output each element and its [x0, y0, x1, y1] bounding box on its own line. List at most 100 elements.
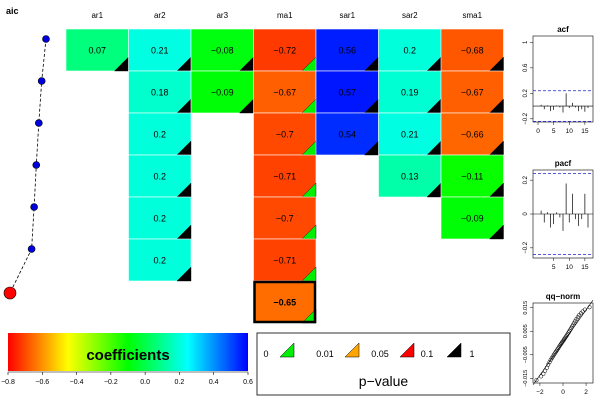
qq-point [587, 305, 592, 310]
selected-model-border [253, 280, 317, 324]
colorbar-tick-label: −0.2 [104, 379, 118, 386]
pvalue-legend-box [256, 332, 511, 396]
cell-value-label: 0.57 [338, 88, 356, 98]
pvalue-legend-triangle [279, 342, 295, 358]
colorbar-tick-label: 0.0 [140, 379, 150, 386]
pvalue-break-label: 0 [263, 349, 268, 359]
heatmap-cell [128, 70, 192, 114]
cell-value-label: 0.2 [153, 172, 166, 182]
xtick-label: 0 [561, 389, 565, 396]
cell-value-label: 0.54 [338, 130, 356, 140]
pvalue-legend-triangle [446, 342, 462, 358]
heatmap-cell [65, 28, 129, 72]
xtick-label: 5 [552, 128, 556, 135]
ytick-label: 0.2 [523, 89, 529, 98]
column-label-ar3: ar3 [216, 11, 228, 20]
ytick-label: 0.2 [523, 175, 529, 184]
heatmap-cell [440, 28, 504, 72]
heatmap-cell [440, 154, 504, 198]
heatmap-cell [315, 28, 379, 72]
heatmap-cell [253, 28, 317, 72]
aic-point [34, 119, 43, 127]
ytick-label: 0.005 [523, 324, 529, 338]
aic-point [37, 77, 46, 85]
xtick-label: 15 [581, 128, 589, 135]
pvalue-legend-triangle [399, 342, 415, 358]
cell-value-label: −0.72 [273, 46, 296, 56]
xtick-label: −2 [536, 389, 544, 396]
cell-value-label: −0.67 [273, 88, 296, 98]
qq-point [559, 341, 564, 346]
qq-point [534, 378, 539, 383]
ytick-label: −0.005 [523, 346, 529, 363]
xtick-label: 5 [552, 264, 556, 271]
heatmap-cell [378, 28, 442, 72]
pvalue-break-label: 0.05 [371, 349, 389, 359]
colorbar-tick-label: −0.8 [1, 379, 15, 386]
xtick-label: 10 [566, 128, 574, 135]
column-label-sar1: sar1 [339, 11, 355, 20]
heatmap-cell [128, 238, 192, 282]
panel-title: acf [557, 25, 569, 34]
ytick-label: 0.6 [523, 63, 529, 72]
panel-title: qq−norm [546, 292, 580, 301]
xtick-label: 2 [584, 389, 588, 396]
cell-value-label: 0.07 [88, 46, 106, 56]
column-label-ar2: ar2 [154, 11, 166, 20]
cell-value-label: 0.2 [153, 256, 166, 266]
qq-point [543, 368, 548, 373]
pvalue-break-label: 0.01 [316, 349, 334, 359]
colorbar-tick-label: 0.6 [243, 379, 253, 386]
heatmap-cell [440, 112, 504, 156]
cell-value-label: −0.67 [461, 88, 484, 98]
cell-value-label: 0.13 [401, 172, 419, 182]
panel-title: pacf [555, 159, 572, 168]
heatmap-cell [440, 70, 504, 114]
pvalue-legend-triangle [344, 342, 360, 358]
heatmap-cell [315, 112, 379, 156]
cell-value-label: 0.21 [151, 46, 169, 56]
heatmap-cell [378, 112, 442, 156]
qq-point [582, 307, 587, 312]
heatmap-cell [440, 196, 504, 240]
heatmap-cell [128, 154, 192, 198]
cell-value-label: 0.2 [153, 130, 166, 140]
heatmap-cell [128, 112, 192, 156]
cell-value-label: −0.11 [461, 172, 483, 182]
cell-value-label: −0.71 [273, 172, 296, 182]
colorbar-tick-label: 0.4 [209, 379, 219, 386]
qq-point [541, 371, 546, 376]
pvalue-break-label: 1 [469, 349, 474, 359]
aic-point [42, 35, 50, 43]
aic-point [30, 203, 38, 211]
qq-point [546, 362, 551, 367]
aic-line [9, 38, 47, 294]
heatmap-cell [128, 196, 192, 240]
colorbar-tick-label: −0.4 [70, 379, 84, 386]
ytick-label: 0 [523, 212, 529, 216]
cell-value-label: −0.68 [461, 46, 484, 56]
cell-value-label: 0.56 [338, 46, 356, 56]
xtick-label: 15 [581, 264, 589, 271]
cell-value-label: −0.7 [276, 214, 294, 224]
cell-value-label: −0.09 [211, 88, 234, 98]
pvalue-triangle [176, 266, 192, 282]
xtick-label: 10 [566, 264, 574, 271]
qq-point [547, 360, 552, 365]
cell-value-label: 0.21 [401, 130, 419, 140]
pvalue-triangle [489, 224, 504, 240]
heatmap-cell [190, 70, 254, 114]
pvalue-legend-title: p−value [359, 373, 409, 389]
heatmap-cell [253, 196, 317, 240]
ytick-label: 1 [523, 40, 529, 44]
heatmap-cell [253, 280, 317, 324]
column-label-ar1: ar1 [91, 11, 103, 20]
aic-point-selected [3, 286, 17, 300]
pvalue-break-label: 0.1 [421, 349, 434, 359]
colorbar-label: coefficients [86, 347, 169, 364]
ytick-label: −0.2 [523, 112, 529, 125]
qq-point [539, 374, 544, 379]
heatmap-cell [378, 154, 442, 198]
colorbar [8, 333, 248, 371]
